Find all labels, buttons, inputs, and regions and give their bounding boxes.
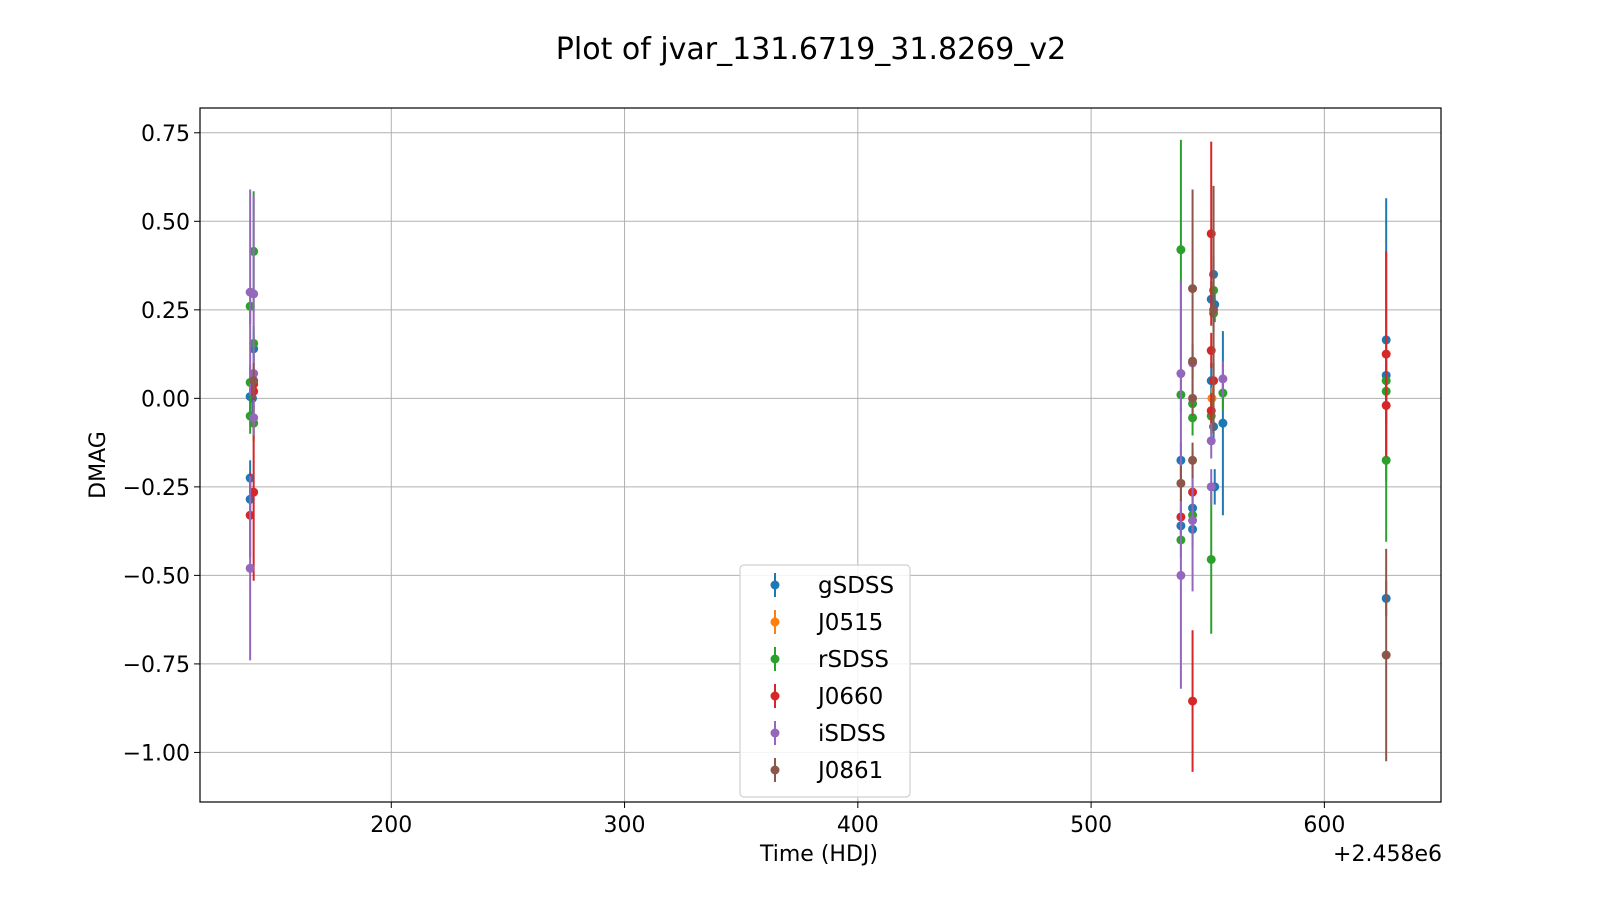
x-tick-label: 300 <box>604 813 646 838</box>
data-point <box>1188 516 1198 526</box>
data-point <box>1209 305 1219 315</box>
x-tick-label: 400 <box>837 813 879 838</box>
data-point <box>249 376 259 386</box>
data-point <box>1381 349 1391 359</box>
data-point <box>1176 570 1186 580</box>
y-tick-label: 0.75 <box>141 122 190 147</box>
x-axis-label: Time (HDJ) <box>759 842 878 867</box>
y-tick-label: 0.50 <box>141 210 190 235</box>
axes-ticks: 200 300 400 500 600 0.75 0.50 0.25 0.00 −0.25 −0.5… <box>123 122 1346 838</box>
data-point <box>1176 369 1186 379</box>
data-point <box>1188 356 1198 366</box>
series-rSDSS <box>245 139 1391 634</box>
legend-marker <box>770 765 780 775</box>
data-point <box>245 563 255 573</box>
data-point <box>1206 436 1216 446</box>
data-point <box>249 487 259 497</box>
legend-label: J0515 <box>816 610 883 636</box>
legend-entry: J0660 <box>770 684 883 710</box>
legend-marker <box>770 654 780 664</box>
data-point <box>1218 374 1228 384</box>
legend-entry: gSDSS <box>770 573 894 599</box>
data-point <box>1188 284 1198 294</box>
chart-title: Plot of jvar_131.6719_31.8269_v2 <box>556 32 1066 67</box>
legend-marker <box>770 580 780 590</box>
legend-entry: rSDSS <box>770 647 889 673</box>
legend-label: rSDSS <box>818 647 889 673</box>
series-iSDSS <box>245 189 1228 689</box>
series-J0861 <box>249 185 1391 762</box>
legend-entry: J0861 <box>770 758 883 784</box>
data-point <box>1188 455 1198 465</box>
x-tick-label: 600 <box>1303 813 1345 838</box>
legend-label: gSDSS <box>818 573 894 599</box>
x-tick-label: 200 <box>370 813 412 838</box>
data-point <box>249 413 259 423</box>
plot-area <box>245 139 1391 772</box>
legend-marker <box>770 728 780 738</box>
legend: gSDSS J0515 rSDSS J0660 iSDSS J0861 <box>739 564 911 798</box>
series-gSDSS <box>245 198 1391 617</box>
legend-entry: iSDSS <box>770 721 886 747</box>
y-tick-label: 0.00 <box>141 387 190 412</box>
x-tick-label: 500 <box>1070 813 1112 838</box>
legend-label: J0861 <box>816 758 883 784</box>
plot-frame <box>199 107 1442 803</box>
data-point <box>249 289 259 299</box>
data-point <box>1176 478 1186 488</box>
data-point <box>1381 400 1391 410</box>
x-axis-offset-label: +2.458e6 <box>1333 842 1442 867</box>
y-tick-label: −1.00 <box>123 741 190 766</box>
y-tick-label: −0.50 <box>123 564 190 589</box>
y-tick-label: 0.25 <box>141 299 190 324</box>
y-tick-label: −0.25 <box>123 476 190 501</box>
data-point <box>1218 418 1228 428</box>
legend-label: iSDSS <box>818 721 886 747</box>
data-point <box>1206 482 1216 492</box>
legend-marker <box>770 617 780 627</box>
legend-marker <box>770 691 780 701</box>
data-point <box>1206 554 1216 564</box>
legend-label: J0660 <box>816 684 883 710</box>
data-point <box>1176 245 1186 255</box>
legend-entry: J0515 <box>770 610 883 636</box>
data-point <box>1381 455 1391 465</box>
data-point <box>1381 650 1391 660</box>
data-point <box>1188 413 1198 423</box>
y-axis-label: DMAG <box>86 431 111 499</box>
data-point <box>1188 393 1198 403</box>
y-tick-label: −0.75 <box>123 653 190 678</box>
data-point <box>1188 696 1198 706</box>
legend-box <box>739 564 911 798</box>
